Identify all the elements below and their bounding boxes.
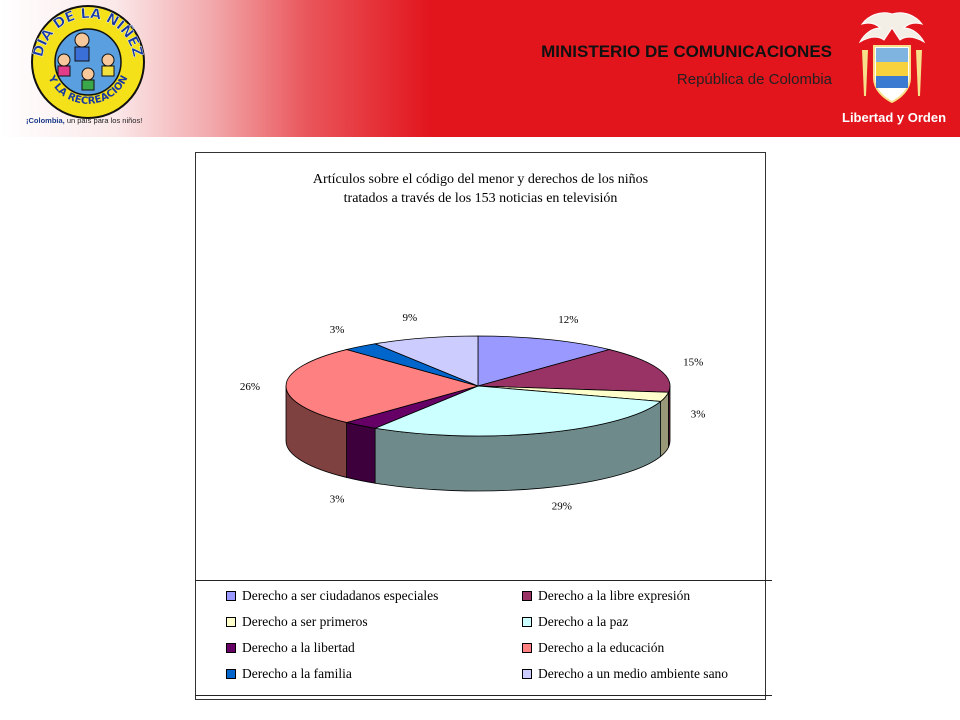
legend-swatch <box>226 616 236 627</box>
pie-label-derecho-a-la-paz: 29% <box>552 501 572 513</box>
legend-swatch <box>522 642 532 653</box>
pie-label-derecho-a-la-educacion: 26% <box>240 381 260 393</box>
pie-label-derecho-a-la-familia: 3% <box>330 324 345 336</box>
legend-swatch <box>522 668 532 679</box>
pie-label-derecho-a-un-medio-ambiente-sano: 9% <box>403 312 418 324</box>
legend-item-derecho-a-ser-primeros: Derecho a ser primeros <box>226 614 368 630</box>
legend-item-derecho-a-la-educacion: Derecho a la educación <box>522 640 664 656</box>
pie-side-derecho-a-la-libertad <box>346 421 376 484</box>
legend-label: Derecho a un medio ambiente sano <box>538 666 729 681</box>
chart-frame <box>195 152 766 700</box>
legend-top-divider <box>195 580 772 581</box>
pie-slice-derecho-a-la-educacion <box>285 349 480 423</box>
legend-swatch <box>226 642 236 653</box>
pie-label-derecho-a-ser-primeros: 3% <box>691 409 706 421</box>
colombia-coat-of-arms-icon <box>858 12 926 104</box>
legend-item-derecho-a-la-familia: Derecho a la familia <box>226 666 352 682</box>
legend-label: Derecho a la libertad <box>242 640 355 655</box>
legend-swatch <box>522 590 532 601</box>
legend-swatch <box>226 590 236 601</box>
pie-label-derecho-a-la-libre-expresion: 15% <box>683 357 703 369</box>
pie-side-derecho-a-ser-primeros <box>660 392 669 458</box>
legend-label: Derecho a la educación <box>538 640 665 655</box>
ministry-subtitle: República de Colombia <box>676 71 832 88</box>
pie-slice-derecho-a-la-libre-expresion <box>477 349 671 393</box>
chart-subtitle: tratados a través de los 153 noticias en… <box>343 191 618 206</box>
legend-label: Derecho a la paz <box>538 614 629 629</box>
logo-caption: ¡Colombia, un país para los niños! <box>26 116 143 125</box>
pie-slice-derecho-a-un-medio-ambiente-sano <box>373 335 479 387</box>
legend-label: Derecho a la libre expresión <box>538 588 691 603</box>
dia-de-la-ninez-logo: DIA DE LA NIÑEZ Y LA RECREACION <box>30 5 146 119</box>
header-banner: DIA DE LA NIÑEZ Y LA RECREACION ¡Colombi… <box>0 0 960 137</box>
legend-item-derecho-a-la-paz: Derecho a la paz <box>522 614 628 630</box>
ministry-title: MINISTERIO DE COMUNICACIONES <box>541 42 832 61</box>
legend-label: Derecho a ser primeros <box>242 614 368 629</box>
legend-swatch <box>522 616 532 627</box>
chart-title: Artículos sobre el código del menor y de… <box>312 172 649 187</box>
pie-slice-derecho-a-la-paz <box>373 385 662 437</box>
legend-item-derecho-a-un-medio-ambiente-sano: Derecho a un medio ambiente sano <box>522 666 728 682</box>
legend-swatch <box>226 668 236 679</box>
legend-item-derecho-a-la-libre-expresion: Derecho a la libre expresión <box>522 588 690 604</box>
pie-label-derecho-a-la-libertad: 3% <box>330 493 345 505</box>
children-figures-icon <box>57 32 115 91</box>
legend-item-derecho-a-ser-ciudadanos-especiales: Derecho a ser ciudadanos especiales <box>226 588 438 604</box>
legend-item-derecho-a-la-libertad: Derecho a la libertad <box>226 640 355 656</box>
pie-slice-derecho-a-ser-ciudadanos-especiales <box>477 335 612 387</box>
pie-label-derecho-a-ser-ciudadanos-especiales: 12% <box>558 314 578 326</box>
legend-label: Derecho a la familia <box>242 666 352 681</box>
legend-bottom-divider <box>195 695 772 696</box>
crest-motto: Libertad y Orden <box>842 110 947 125</box>
legend-label: Derecho a ser ciudadanos especiales <box>242 588 439 603</box>
